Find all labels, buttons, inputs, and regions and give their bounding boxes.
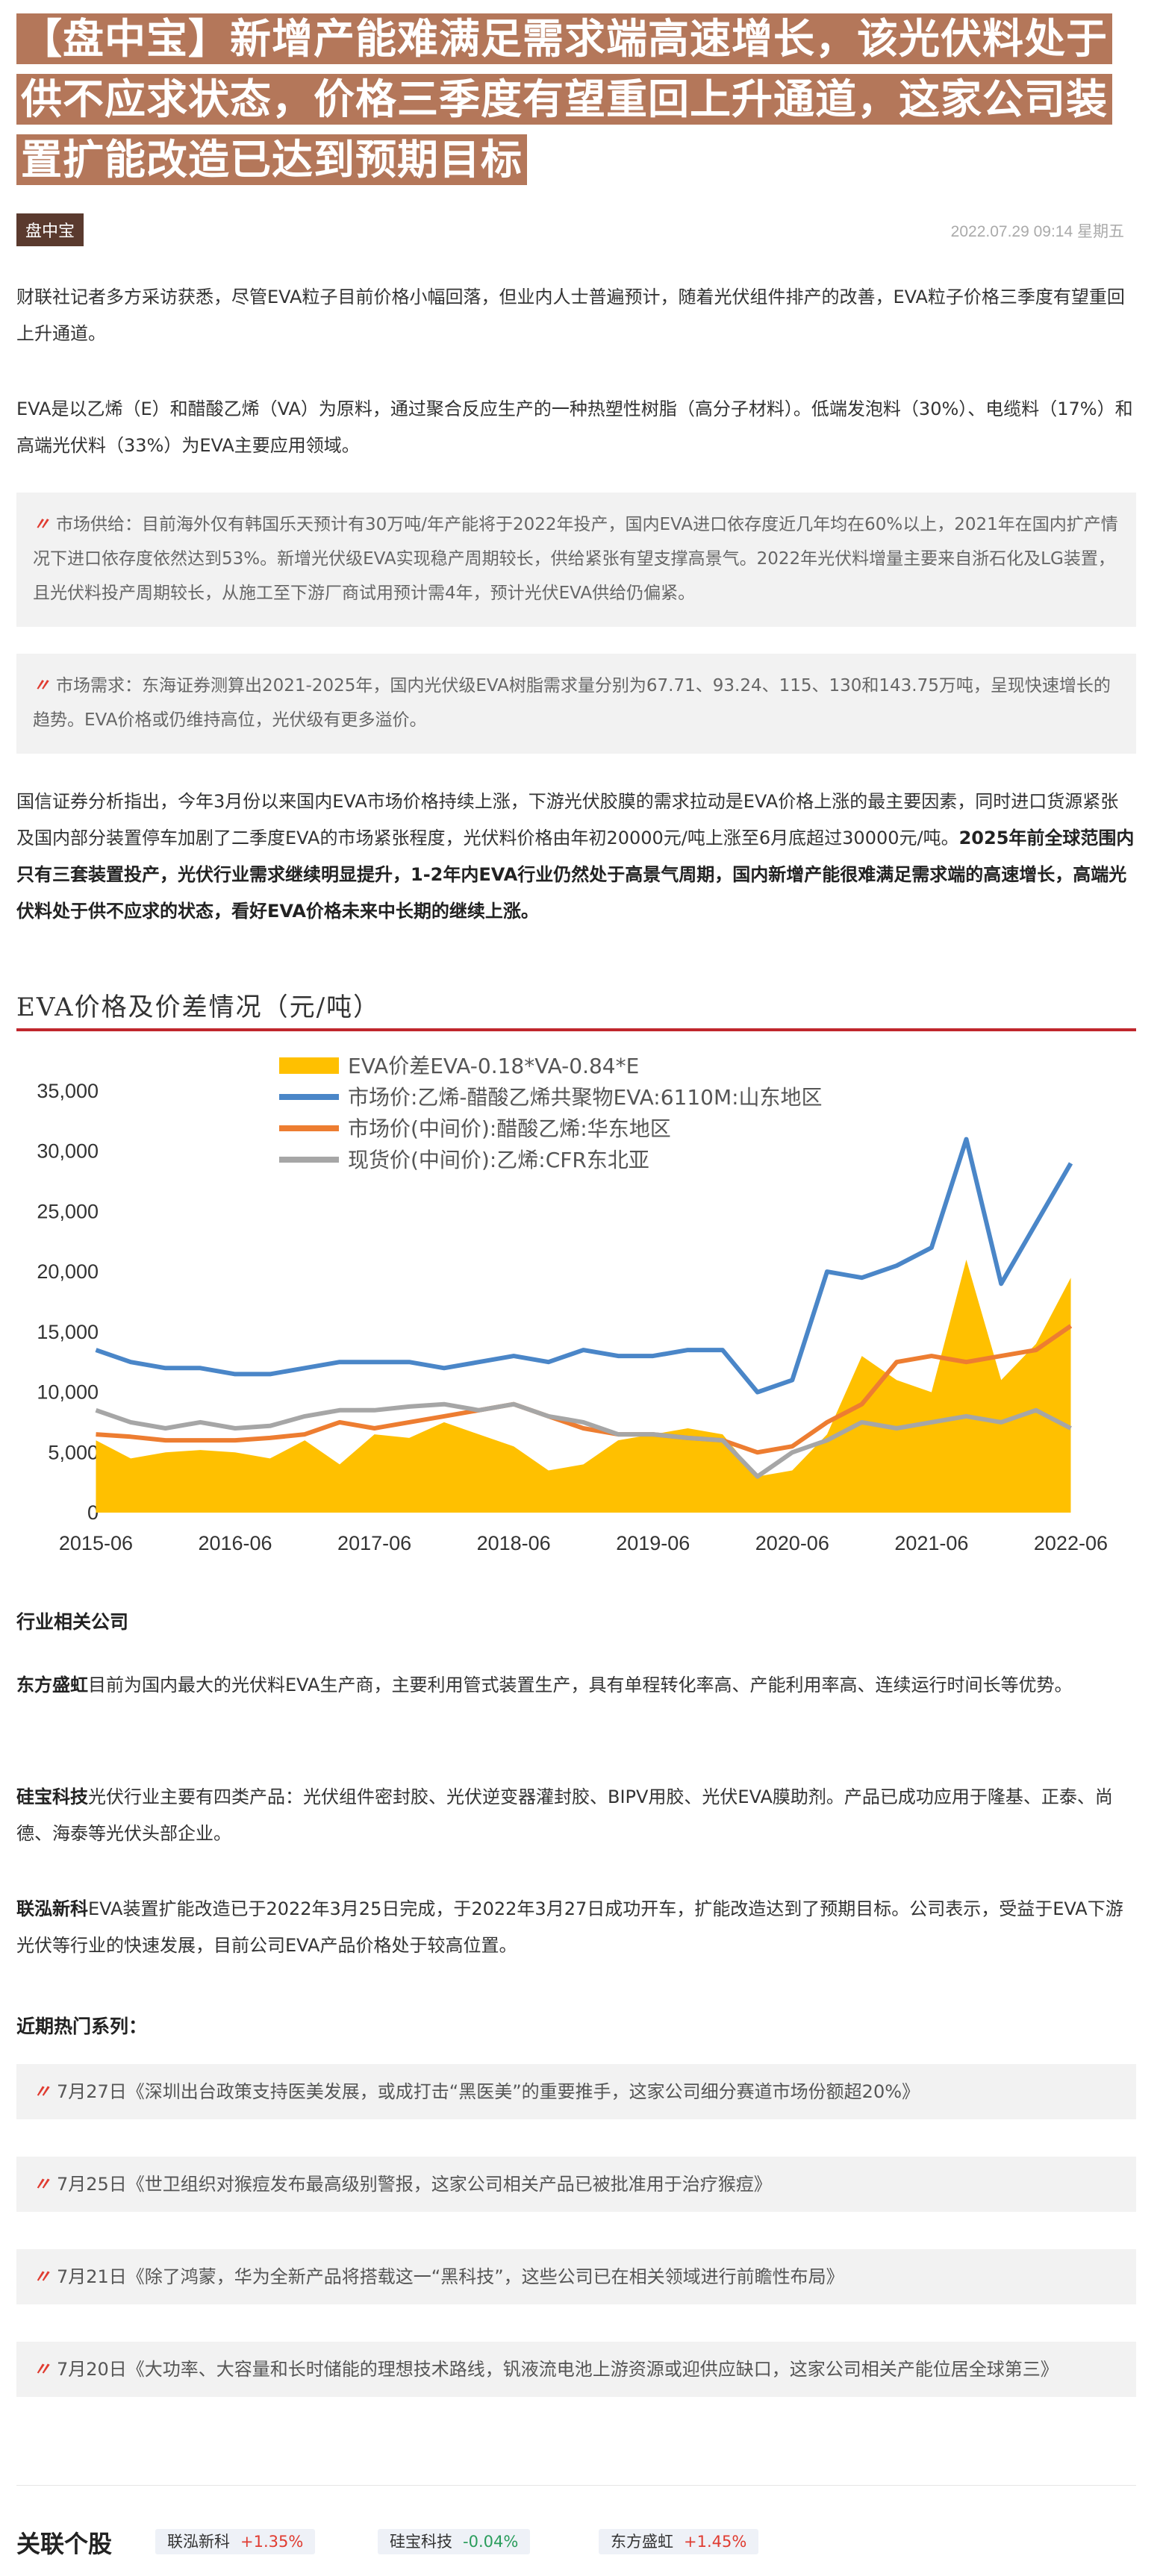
hot-series-link[interactable]: 7月27日《深圳出台政策支持医美发展，或成打击“黑医美”的重要推手，这家公司细分… [57, 2081, 920, 2102]
y-tick-label: 25,000 [37, 1200, 99, 1222]
x-tick-label: 2016-06 [198, 1532, 272, 1554]
y-tick-label: 0 [87, 1501, 99, 1524]
series-line [95, 1137, 1073, 1395]
company-item: 联泓新科EVA装置扩能改造已于2022年3月25日完成，于2022年3月27日成… [16, 1891, 1136, 1964]
hot-series-item[interactable]: 〃 7月20日《大功率、大容量和长时储能的理想技术路线，钒液流电池上游资源或迎供应… [16, 2342, 1136, 2397]
analysis-text: 国信证券分析指出，今年3月份以来国内EVA市场价格持续上涨，下游光伏胶膜的需求拉… [16, 791, 1119, 848]
publish-datetime: 2022.07.29 09:14 星期五 [950, 223, 1124, 240]
paragraph-eva-definition: EVA是以乙烯（E）和醋酸乙烯（VA）为原料，通过聚合反应生产的一种热塑性树脂（… [16, 398, 1133, 456]
series-line [95, 1401, 1072, 1479]
x-tick-label: 2022-06 [1034, 1532, 1108, 1554]
legend-swatch [279, 1057, 339, 1074]
y-tick-label: 15,000 [37, 1321, 99, 1343]
article: 【盘中宝】新增产能难满足需求端高速增长，该光伏料处于供不应求状态，价格三季度有望… [16, 9, 1136, 2558]
stock-change: +1.35% [240, 2533, 304, 2551]
quote-demand: 〃市场需求：东海证券测算出2021-2025年，国内光伏级EVA树脂需求量分别为… [16, 654, 1136, 754]
section-divider [16, 2485, 1136, 2486]
stock-change: -0.04% [463, 2533, 519, 2551]
chart-divider [16, 1028, 1136, 1031]
y-tick-label: 10,000 [37, 1381, 99, 1404]
quote-mark-icon: 〃 [33, 2174, 51, 2195]
legend-label: EVA价差EVA-0.18*VA-0.84*E [348, 1054, 639, 1078]
chart-heading: EVA价格及价差情况（元/吨） [16, 992, 381, 1022]
legend-label: 现货价(中间价):乙烯:CFR东北亚 [348, 1148, 649, 1172]
company-text: 目前为国内最大的光伏料EVA生产商，主要利用管式装置生产，具有单程转化率高、产能… [88, 1675, 1073, 1695]
legend-label: 市场价(中间价):醋酸乙烯:华东地区 [348, 1116, 671, 1141]
eva-price-chart: 0 5,000 10,000 15,000 20,000 25,000 30,000 35,0… [37, 1054, 1108, 1554]
stock-name: 硅宝科技 [390, 2533, 452, 2551]
stock-name: 联泓新科 [167, 2533, 230, 2551]
quote-mark-icon: 〃 [33, 2266, 51, 2287]
stock-name: 东方盛虹 [611, 2533, 673, 2551]
quote-supply: 〃市场供给：目前海外仅有韩国乐天预计有30万吨/年产能将于2022年投产，国内E… [16, 493, 1136, 627]
quote-mark-icon: 〃 [33, 2081, 51, 2102]
stock-change: +1.45% [684, 2533, 747, 2551]
hot-series-link[interactable]: 7月25日《世卫组织对猴痘发布最高级别警报，这家公司相关产品已被批准用于治疗猴痘… [57, 2174, 772, 2195]
series-line [96, 1324, 1073, 1455]
company-item: 硅宝科技光伏行业主要有四类产品：光伏组件密封胶、光伏逆变器灌封胶、BIPV用胶、… [16, 1779, 1136, 1852]
paragraph-intro: 财联社记者多方采访获悉，尽管EVA粒子目前价格小幅回落，但业内人士普遍预计，随着… [16, 287, 1125, 344]
company-item: 东方盛虹目前为国内最大的光伏料EVA生产商，主要利用管式装置生产，具有单程转化率… [16, 1667, 1136, 1704]
x-tick-label: 2019-06 [616, 1532, 690, 1554]
hot-series-link[interactable]: 7月20日《大功率、大容量和长时储能的理想技术路线，钒液流电池上游资源或迎供应缺… [57, 2359, 1058, 2380]
x-tick-label: 2021-06 [894, 1532, 968, 1554]
x-tick-label: 2020-06 [755, 1532, 829, 1554]
series-area-spread [96, 1260, 1071, 1513]
stock-chip[interactable]: 东方盛虹 +1.45% [599, 2529, 759, 2554]
company-text: EVA装置扩能改造已于2022年3月25日完成，于2022年3月27日成功开车，… [16, 1898, 1123, 1956]
article-title: 【盘中宝】新增产能难满足需求端高速增长，该光伏料处于供不应求状态，价格三季度有望… [16, 9, 1136, 190]
stock-chip[interactable]: 硅宝科技 -0.04% [378, 2529, 531, 2554]
y-tick-label: 30,000 [37, 1140, 99, 1163]
quote-mark-icon: 〃 [33, 2359, 51, 2380]
quote-mark-icon: 〃 [33, 676, 50, 695]
quote-supply-text: 市场供给：目前海外仅有韩国乐天预计有30万吨/年产能将于2022年投产，国内EV… [33, 515, 1118, 603]
y-tick-label: 35,000 [37, 1080, 99, 1102]
company-text: 光伏行业主要有四类产品：光伏组件密封胶、光伏逆变器灌封胶、BIPV用胶、光伏EV… [16, 1786, 1113, 1844]
hot-series-item[interactable]: 〃 7月27日《深圳出台政策支持医美发展，或成打击“黑医美”的重要推手，这家公司细… [16, 2064, 1136, 2119]
x-tick-label: 2017-06 [337, 1532, 411, 1554]
y-tick-label: 20,000 [37, 1260, 99, 1283]
x-tick-label: 2015-06 [59, 1532, 133, 1554]
company-name[interactable]: 联泓新科 [16, 1898, 88, 1919]
x-tick-label: 2018-06 [477, 1532, 551, 1554]
analysis-bold-text: 2025年前全球范围内只有三套装置投产，光伏行业需求继续明显提升，1-2年内EV… [16, 828, 1135, 922]
hot-series-link[interactable]: 7月21日《除了鸿蒙，华为全新产品将搭载这一“黑科技”，这些公司已在相关领域进行… [57, 2266, 844, 2287]
y-tick-label: 5,000 [48, 1441, 99, 1463]
hot-series-heading: 近期热门系列： [16, 2016, 148, 2037]
legend-label: 市场价:乙烯-醋酸乙烯共聚物EVA:6110M:山东地区 [348, 1085, 823, 1110]
paragraph-analysis: 国信证券分析指出，今年3月份以来国内EVA市场价格持续上涨，下游光伏胶膜的需求拉… [16, 784, 1136, 930]
company-name[interactable]: 东方盛虹 [16, 1675, 88, 1695]
quote-demand-text: 市场需求：东海证券测算出2021-2025年，国内光伏级EVA树脂需求量分别为6… [33, 676, 1111, 730]
company-name[interactable]: 硅宝科技 [16, 1786, 88, 1807]
companies-heading: 行业相关公司 [16, 1611, 129, 1633]
hot-series-item[interactable]: 〃 7月25日《世卫组织对猴痘发布最高级别警报，这家公司相关产品已被批准用于治疗猴… [16, 2157, 1136, 2212]
quote-mark-icon: 〃 [33, 515, 50, 534]
stock-chip[interactable]: 联泓新科 +1.35% [155, 2529, 316, 2554]
column-tag[interactable]: 盘中宝 [16, 213, 84, 246]
article-meta: 盘中宝 2022.07.29 09:14 星期五 [16, 212, 1136, 246]
hot-series-item[interactable]: 〃 7月21日《除了鸿蒙，华为全新产品将搭载这一“黑科技”，这些公司已在相关领域进… [16, 2249, 1136, 2304]
related-stocks-heading: 关联个股 [16, 2530, 113, 2558]
